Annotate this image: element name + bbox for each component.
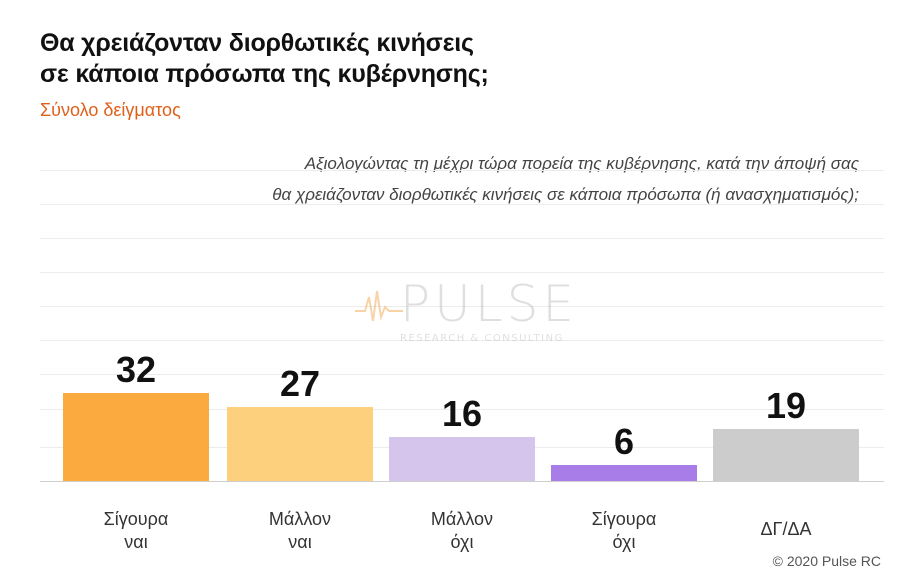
- bar: [713, 428, 859, 481]
- bar-value-label: 19: [765, 384, 807, 426]
- chart-title-line-1: Θα χρειάζονταν διορθωτικές κινήσεις: [40, 29, 474, 57]
- logo-subtext: RESEARCH & CONSULTING: [400, 333, 564, 344]
- bar: [227, 406, 373, 481]
- category-label-line: όχι: [450, 532, 474, 552]
- category-label: Μάλλον όχι: [389, 508, 535, 554]
- category-label-line: όχι: [612, 532, 636, 552]
- gridline: [40, 374, 884, 375]
- category-label-line: ΔΓ/ΔΑ: [760, 519, 812, 539]
- bar-value-label: 32: [115, 349, 157, 390]
- category-label-line: Σίγουρα: [103, 509, 169, 529]
- category-label-line: Μάλλον: [430, 509, 494, 529]
- gridline: [40, 306, 884, 307]
- survey-question-line-2: θα χρειάζονταν διορθωτικές κινήσεις σε κ…: [272, 185, 859, 204]
- copyright-notice: © 2020 Pulse RC: [772, 553, 881, 569]
- category-label-line: Σίγουρα: [591, 509, 657, 529]
- gridline: [40, 170, 884, 171]
- bar: [389, 437, 535, 481]
- category-label-line: ναι: [288, 532, 312, 552]
- bar: [63, 393, 209, 481]
- bar-value-label: 16: [441, 393, 483, 434]
- chart-title: Θα χρειάζονταν διορθωτικές κινήσεις σε κ…: [40, 28, 489, 90]
- bar: [551, 464, 697, 481]
- gridline: [40, 204, 884, 205]
- category-label: Σίγουρα όχι: [551, 508, 697, 554]
- category-label-line: Μάλλον: [268, 509, 332, 529]
- x-axis-baseline: [40, 481, 884, 482]
- chart-subtitle: Σύνολο δείγματος: [40, 100, 181, 120]
- gridline: [40, 238, 884, 239]
- bar-value-label: 27: [279, 362, 321, 404]
- gridline: [40, 340, 884, 341]
- logo-text: PULSE: [400, 275, 578, 333]
- category-label: ΔΓ/ΔΑ: [713, 518, 859, 541]
- category-label: Μάλλον ναι: [227, 508, 373, 554]
- survey-question: Αξιολογώντας τη μέχρι τώρα πορεία της κυ…: [159, 148, 859, 210]
- pulse-wave-icon: [355, 290, 403, 322]
- survey-question-line-1: Αξιολογώντας τη μέχρι τώρα πορεία της κυ…: [304, 154, 859, 173]
- bar-value-label: 6: [613, 420, 635, 462]
- category-label-line: ναι: [124, 532, 148, 552]
- category-label: Σίγουρα ναι: [63, 508, 209, 554]
- pulse-logo-watermark: PULSE RESEARCH & CONSULTING: [355, 275, 575, 355]
- gridline: [40, 272, 884, 273]
- gridline: [40, 409, 884, 410]
- chart-title-line-2: σε κάποια πρόσωπα της κυβέρνησης;: [40, 60, 489, 88]
